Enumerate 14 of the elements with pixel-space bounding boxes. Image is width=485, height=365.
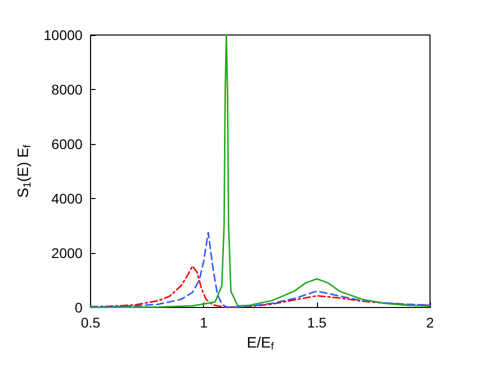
y-tick-label: 6000 [51,136,83,152]
y-tick-label: 0 [74,300,83,316]
y-tick-label: 2000 [51,245,83,261]
y-tick-label: 4000 [51,190,83,206]
y-tick-label: 10000 [44,27,83,43]
line-series [90,265,431,308]
line-series [90,232,431,308]
x-tick-label: 2 [426,314,434,330]
y-tick-label: 8000 [51,82,83,98]
y-axis-title: S1(E) Ef [15,144,34,198]
x-tick-label: 0.5 [80,314,101,330]
x-tick-label: 1 [200,314,208,330]
line-series [90,34,431,308]
x-tick-label: 1.5 [307,314,327,330]
